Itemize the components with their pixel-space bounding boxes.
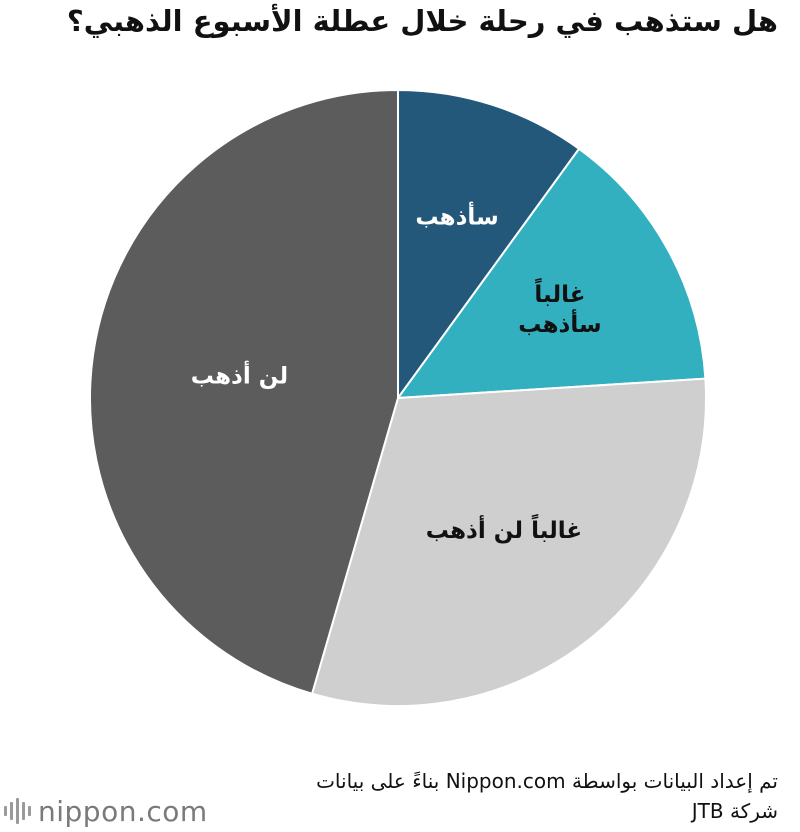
slice-label-line: سأذهب (518, 308, 601, 338)
slice-label: سأذهب (415, 200, 498, 230)
slice-label: لن أذهب (191, 359, 288, 389)
pie-slice (397, 88, 581, 402)
pie-slice (395, 147, 707, 400)
slice-label-line: غالباً لن أذهب (426, 514, 582, 544)
logo-text: nippon.com (38, 794, 208, 828)
pie-slice (310, 377, 707, 707)
slice-label-line: لن أذهب (191, 359, 288, 389)
slice-label: غالباً لن أذهب (426, 514, 582, 544)
nippon-logo[interactable]: nippon.com (4, 794, 208, 828)
nippon-logo-icon (4, 796, 32, 826)
source-line-1: تم إعداد البيانات بواسطة Nippon.com بناء… (316, 769, 778, 793)
chart-title: هل ستذهب في رحلة خلال عطلة الأسبوع الذهب… (66, 4, 778, 38)
slice-label-line: سأذهب (415, 200, 498, 230)
slice-label: غالباً سأذهب (518, 278, 601, 338)
slice-label-line: غالباً (534, 278, 585, 308)
source-line-2: شركة JTB (691, 799, 778, 823)
source-note: تم إعداد البيانات بواسطة Nippon.com بناء… (178, 766, 778, 826)
pie-slice (89, 88, 399, 696)
